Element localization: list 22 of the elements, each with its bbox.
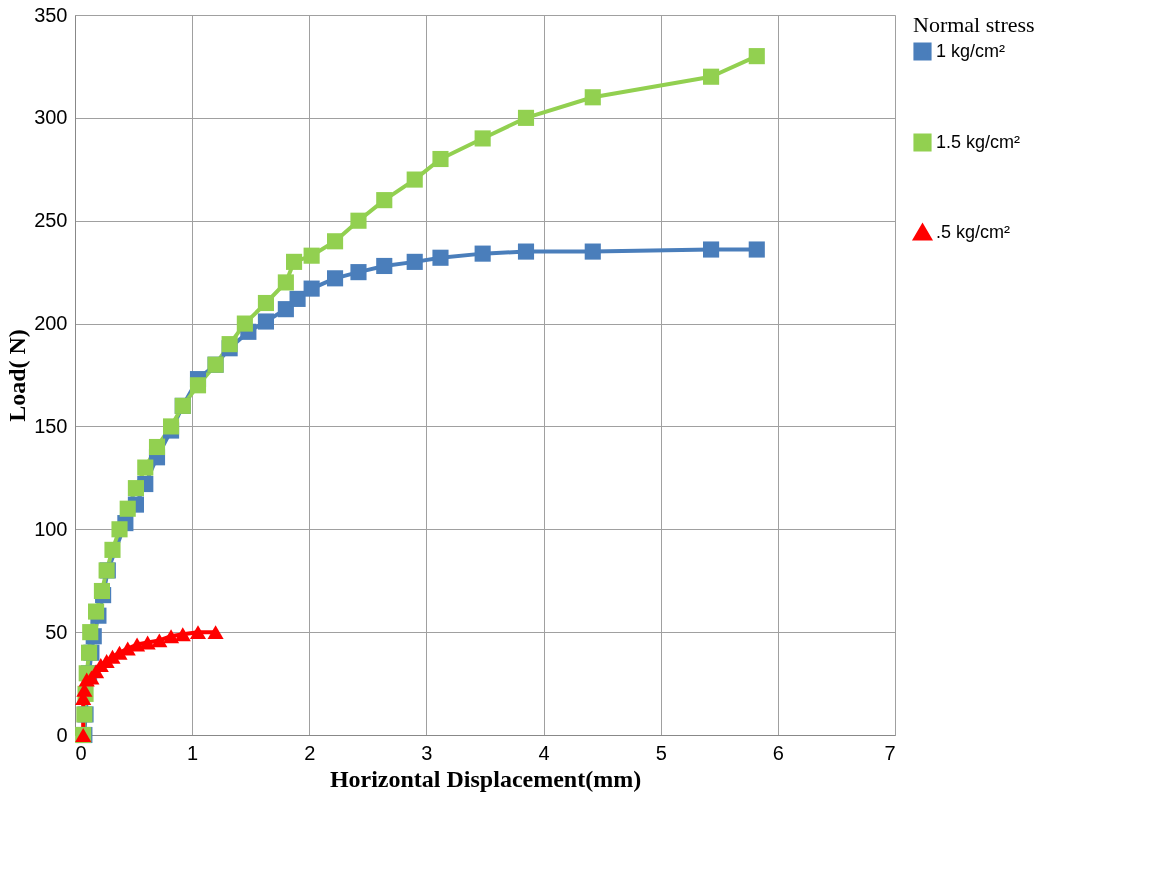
y-tick-label: 350 <box>34 3 68 26</box>
x-tick-label: 5 <box>655 741 667 764</box>
x-tick-label: 2 <box>304 741 316 764</box>
y-tick-label: 200 <box>34 312 68 335</box>
x-tick-label: 4 <box>538 741 550 764</box>
y-tick-label: 250 <box>34 209 68 232</box>
x-tick-label: 3 <box>421 741 433 764</box>
y-tick-label: 50 <box>45 620 68 643</box>
x-tick-label: 7 <box>884 741 896 764</box>
x-tick-label: 0 <box>75 741 87 764</box>
y-tick-label: 150 <box>34 414 68 437</box>
y-tick-label: 300 <box>34 106 68 129</box>
x-tick-label: 6 <box>772 741 784 764</box>
y-tick-label: 0 <box>56 723 68 746</box>
x-axis-title: Horizontal Displacement(mm) <box>329 765 642 792</box>
legend-title: Normal stress <box>913 12 1035 37</box>
x-tick-label: 1 <box>187 741 199 764</box>
legend-label: .5 kg/cm² <box>936 221 1011 242</box>
legend-label: 1.5 kg/cm² <box>936 131 1021 152</box>
y-axis-title: Load( N) <box>4 329 31 422</box>
y-tick-label: 100 <box>34 517 68 540</box>
legend-label: 1 kg/cm² <box>936 40 1006 61</box>
